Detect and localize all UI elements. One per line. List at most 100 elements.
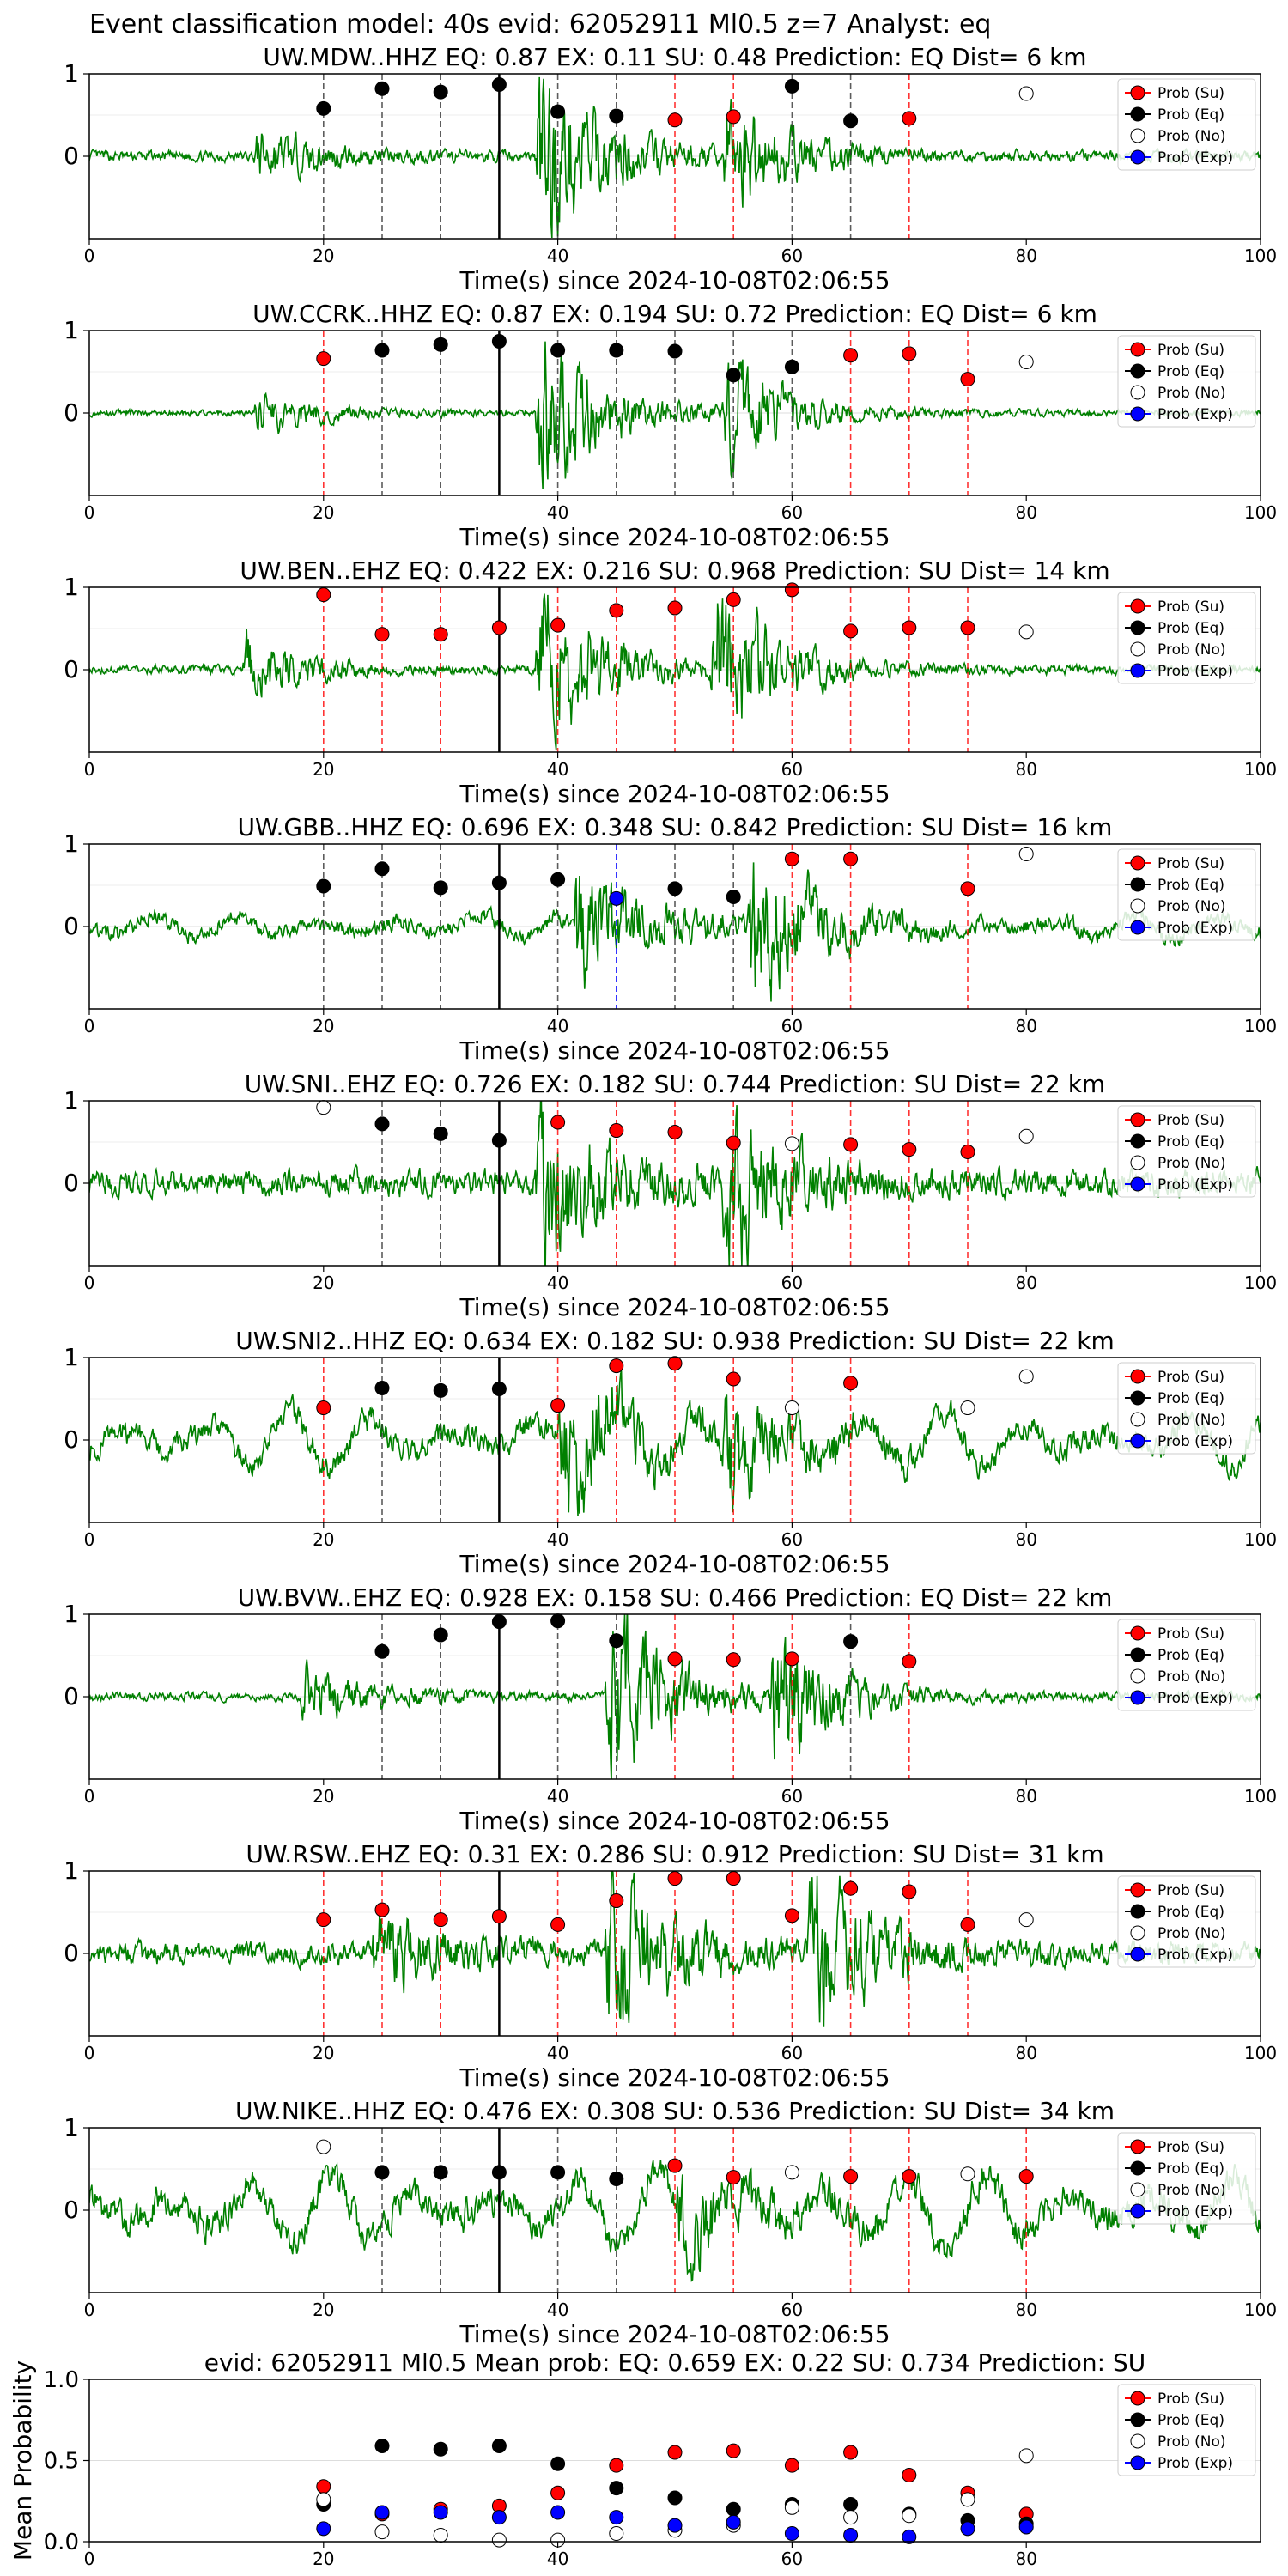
prob-point-eq xyxy=(491,1614,507,1630)
plot-area xyxy=(89,587,1261,752)
legend-label: Prob (Exp) xyxy=(1157,1176,1233,1194)
x-tick-label: 100 xyxy=(1244,1786,1277,1807)
prob-point-su xyxy=(784,851,799,866)
prob-point-eq xyxy=(550,2165,566,2180)
prob-point-no xyxy=(784,1400,799,1416)
x-tick-label: 60 xyxy=(781,2043,803,2063)
prob-point-su xyxy=(1018,2169,1034,2184)
x-tick-label: 20 xyxy=(313,2300,334,2320)
panel-title: UW.BVW..EHZ EQ: 0.928 EX: 0.158 SU: 0.46… xyxy=(238,1583,1113,1612)
x-tick-label: 80 xyxy=(1015,1786,1036,1807)
prob-point-eq xyxy=(843,113,859,129)
x-tick-label: 40 xyxy=(547,1273,568,1293)
legend-marker xyxy=(1130,342,1145,357)
prob-point-su xyxy=(433,1912,448,1928)
x-tick-label: 40 xyxy=(547,1016,568,1036)
legend-marker xyxy=(1130,1904,1145,1919)
legend-marker xyxy=(1130,1925,1145,1941)
x-tick-label: 80 xyxy=(1015,2043,1036,2063)
prob-point-su xyxy=(784,1651,799,1667)
prob-point-su xyxy=(726,1135,741,1151)
x-tick-label: 0 xyxy=(84,1016,95,1036)
legend-marker xyxy=(1130,406,1145,422)
x-tick-label: 80 xyxy=(1015,2549,1036,2569)
mean-point-no xyxy=(960,2492,975,2507)
legend-marker xyxy=(1130,1369,1145,1384)
legend-label: Prob (Eq) xyxy=(1157,2160,1224,2178)
prob-point-eq xyxy=(491,1133,507,1148)
mean-point-su xyxy=(843,2445,859,2460)
y-tick-label: 0 xyxy=(64,1425,79,1454)
prob-point-eq xyxy=(609,2172,624,2187)
x-tick-label: 20 xyxy=(313,1273,334,1293)
mean-point-su xyxy=(316,2479,331,2494)
mean-point-exp xyxy=(550,2505,566,2520)
prob-point-su xyxy=(902,1884,917,1899)
prob-point-eq xyxy=(550,872,566,887)
prob-point-eq xyxy=(491,875,507,890)
x-tick-label: 40 xyxy=(547,1529,568,1550)
prob-point-eq xyxy=(374,1381,390,1396)
x-tick-label: 100 xyxy=(1244,2300,1277,2320)
mean-point-su xyxy=(609,2458,624,2473)
x-tick-label: 20 xyxy=(313,1786,334,1807)
legend-marker xyxy=(1130,1625,1145,1641)
legend-label: Prob (No) xyxy=(1157,2433,1226,2451)
mean-point-no xyxy=(609,2526,624,2542)
prob-point-eq xyxy=(726,368,741,383)
mean-point-su xyxy=(784,2458,799,2473)
y-tick-label: 0 xyxy=(64,1939,79,1967)
legend-label: Prob (Su) xyxy=(1157,598,1224,616)
prob-point-su xyxy=(726,592,741,607)
legend-marker xyxy=(1130,641,1145,657)
legend-marker xyxy=(1130,2455,1145,2470)
x-axis-label: Time(s) since 2024-10-08T02:06:55 xyxy=(459,1293,890,1321)
mean-point-exp xyxy=(843,2527,859,2543)
x-tick-label: 60 xyxy=(781,2300,803,2320)
mean-point-exp xyxy=(784,2526,799,2542)
legend-marker xyxy=(1130,598,1145,614)
plot-area xyxy=(89,1614,1261,1779)
prob-point-eq xyxy=(374,2165,390,2180)
prob-point-no xyxy=(1018,354,1034,369)
mean-point-no xyxy=(433,2527,448,2543)
legend-box xyxy=(1117,1875,1256,1968)
legend-label: Prob (Exp) xyxy=(1157,406,1233,423)
x-tick-label: 100 xyxy=(1244,1273,1277,1293)
x-tick-label: 20 xyxy=(313,502,334,523)
prob-point-eq xyxy=(609,1633,624,1649)
prob-point-eq xyxy=(667,343,683,359)
prob-point-su xyxy=(550,617,566,633)
panel-5: UW.SNI..EHZ EQ: 0.726 EX: 0.182 SU: 0.74… xyxy=(64,1070,1277,1321)
legend-box xyxy=(1117,1362,1256,1455)
seismogram-trace xyxy=(89,1370,1261,1516)
plot-area xyxy=(89,844,1261,1009)
mean-point-exp xyxy=(960,2521,975,2537)
legend-marker xyxy=(1130,920,1145,935)
legend-label: Prob (No) xyxy=(1157,641,1226,659)
legend-label: Prob (Eq) xyxy=(1157,106,1224,124)
prob-point-su xyxy=(843,1137,859,1152)
y-tick-label: 1 xyxy=(64,573,79,601)
seismogram-trace xyxy=(89,341,1261,489)
prob-point-eq xyxy=(316,100,331,116)
x-tick-label: 0 xyxy=(84,502,95,523)
x-tick-label: 60 xyxy=(781,1786,803,1807)
x-tick-label: 40 xyxy=(547,759,568,780)
mean-point-su xyxy=(902,2468,917,2483)
legend-marker xyxy=(1130,2182,1145,2197)
mean-point-eq xyxy=(433,2441,448,2457)
mean-point-no xyxy=(316,2492,331,2507)
legend-box xyxy=(1117,848,1256,941)
legend-marker xyxy=(1130,1668,1145,1684)
mean-point-exp xyxy=(491,2510,507,2525)
legend-label: Prob (Exp) xyxy=(1157,1947,1233,1964)
legend-label: Prob (Exp) xyxy=(1157,2203,1233,2221)
panel-title: UW.SNI2..HHZ EQ: 0.634 EX: 0.182 SU: 0.9… xyxy=(235,1327,1115,1355)
legend-marker xyxy=(1130,385,1145,400)
x-tick-label: 100 xyxy=(1244,502,1277,523)
prob-point-su xyxy=(784,582,799,598)
legend-marker xyxy=(1130,1690,1145,1705)
prob-point-su xyxy=(667,1651,683,1667)
x-axis-label: Time(s) since 2024-10-08T02:06:55 xyxy=(459,780,890,808)
